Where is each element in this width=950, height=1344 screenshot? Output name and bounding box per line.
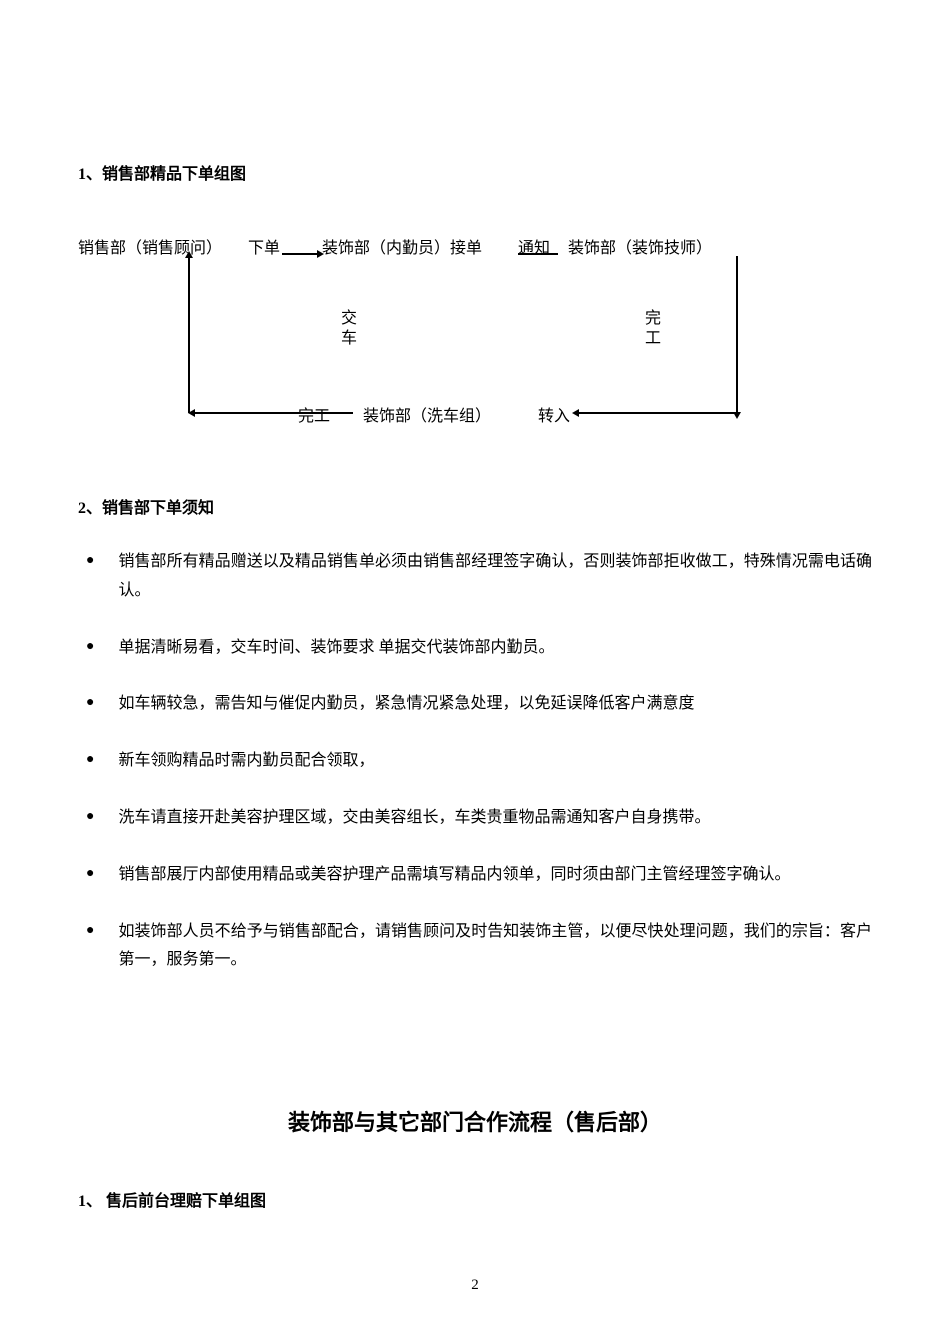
flow-edge-order: 下单 bbox=[248, 234, 280, 258]
bullet-list: ● 销售部所有精品赠送以及精品销售单必须由销售部经理签字确认，否则装饰部拒收做工… bbox=[78, 548, 872, 975]
bullet-icon: ● bbox=[86, 634, 94, 659]
arrow-bottom-left-head bbox=[188, 409, 195, 417]
list-item: ● 如车辆较急，需告知与催促内勤员，紧急情况紧急处理，以免延误降低客户满意度 bbox=[78, 690, 872, 719]
bullet-text: 新车领购精品时需内勤员配合领取， bbox=[118, 747, 872, 776]
bullet-text: 单据清晰易看，交车时间、装饰要求 单据交代装饰部内勤员。 bbox=[118, 634, 872, 663]
section1-heading-text: 、销售部精品下单组图 bbox=[86, 166, 246, 183]
arrow-right-vertical bbox=[736, 256, 738, 414]
section3-num: 1 bbox=[78, 1193, 86, 1210]
bullet-icon: ● bbox=[86, 918, 94, 943]
arrow-bottom-right-line bbox=[578, 412, 738, 414]
bullet-icon: ● bbox=[86, 548, 94, 573]
section3-heading: 1、 售后前台理赔下单组图 bbox=[78, 1187, 872, 1211]
list-item: ● 单据清晰易看，交车时间、装饰要求 单据交代装饰部内勤员。 bbox=[78, 634, 872, 663]
flow-edge-transfer: 转入 bbox=[538, 402, 570, 426]
arrow-bottom-right-head bbox=[572, 409, 579, 417]
bullet-icon: ● bbox=[86, 804, 94, 829]
arrow-bottom-left-line bbox=[193, 412, 353, 414]
arrow-left-vertical bbox=[188, 258, 190, 413]
list-item: ● 洗车请直接开赴美容护理区域，交由美容组长，车类贵重物品需通知客户自身携带。 bbox=[78, 804, 872, 833]
section2-heading-text: 、销售部下单须知 bbox=[86, 500, 214, 517]
bullet-text: 洗车请直接开赴美容护理区域，交由美容组长，车类贵重物品需通知客户自身携带。 bbox=[118, 804, 872, 833]
flowchart: 销售部（销售顾问） 下单 装饰部（内勤员）接单 通知 装饰部（装饰技师） 交车 … bbox=[78, 234, 872, 434]
bullet-text: 销售部展厅内部使用精品或美容护理产品需填写精品内领单，同时须由部门主管经理签字确… bbox=[118, 861, 872, 890]
flow-node-clerk: 装饰部（内勤员）接单 bbox=[322, 234, 482, 258]
section2-heading: 2、销售部下单须知 bbox=[78, 494, 872, 518]
bullet-icon: ● bbox=[86, 747, 94, 772]
section2-num: 2 bbox=[78, 500, 86, 517]
bullet-icon: ● bbox=[86, 861, 94, 886]
list-item: ● 新车领购精品时需内勤员配合领取， bbox=[78, 747, 872, 776]
list-item: ● 销售部所有精品赠送以及精品销售单必须由销售部经理签字确认，否则装饰部拒收做工… bbox=[78, 548, 872, 606]
flow-node-wash: 装饰部（洗车组） bbox=[363, 402, 491, 426]
list-item: ● 如装饰部人员不给予与销售部配合，请销售顾问及时告知装饰主管，以便尽快处理问题… bbox=[78, 918, 872, 976]
flow-node-technician: 装饰部（装饰技师） bbox=[568, 234, 712, 258]
section1-heading: 1、销售部精品下单组图 bbox=[78, 160, 872, 184]
flow-label-complete: 完工 bbox=[638, 309, 662, 349]
arrow-order-line bbox=[282, 253, 318, 255]
bullet-text: 销售部所有精品赠送以及精品销售单必须由销售部经理签字确认，否则装饰部拒收做工，特… bbox=[118, 548, 872, 606]
flow-edge-complete2: 完工 bbox=[298, 402, 330, 426]
list-item: ● 销售部展厅内部使用精品或美容护理产品需填写精品内领单，同时须由部门主管经理签… bbox=[78, 861, 872, 890]
page-number: 2 bbox=[0, 1277, 950, 1294]
flow-node-sales: 销售部（销售顾问） bbox=[78, 234, 222, 258]
bullet-text: 如车辆较急，需告知与催促内勤员，紧急情况紧急处理，以免延误降低客户满意度 bbox=[118, 690, 872, 719]
bullet-icon: ● bbox=[86, 690, 94, 715]
big-title: 装饰部与其它部门合作流程（售后部） bbox=[78, 1105, 872, 1137]
arrow-left-vertical-head bbox=[185, 251, 193, 258]
bullet-text: 如装饰部人员不给予与销售部配合，请销售顾问及时告知装饰主管，以便尽快处理问题，我… bbox=[118, 918, 872, 976]
section1-num: 1 bbox=[78, 166, 86, 183]
flow-label-deliver: 交车 bbox=[334, 309, 358, 349]
arrow-notify-line bbox=[518, 253, 558, 255]
arrow-order-head bbox=[317, 250, 324, 258]
section3-heading-text: 、 售后前台理赔下单组图 bbox=[86, 1193, 266, 1210]
